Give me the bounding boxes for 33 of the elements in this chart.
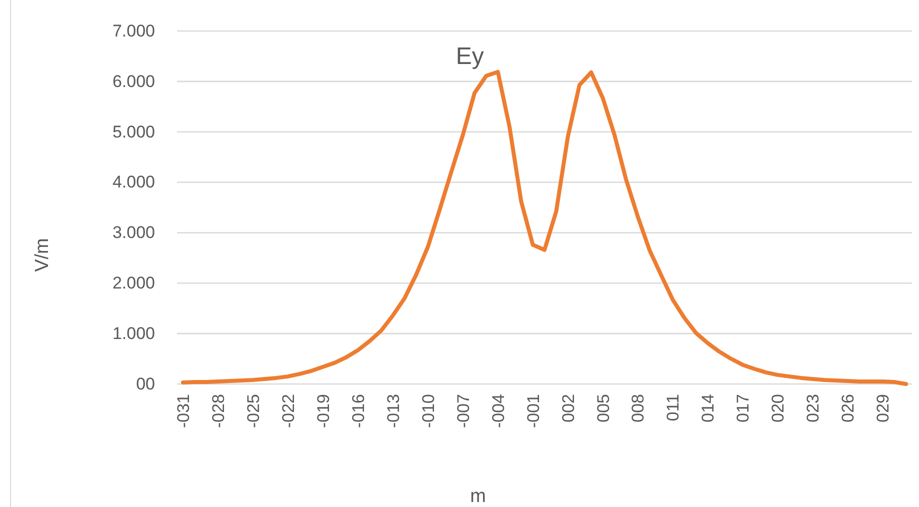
- x-tick-label: 005: [594, 394, 613, 422]
- x-tick-label: 029: [874, 394, 893, 422]
- x-tick-label: -010: [418, 394, 438, 428]
- y-tick-label: 00: [136, 374, 155, 394]
- x-tick-label: 020: [768, 394, 788, 422]
- y-tick-label: 3.000: [112, 223, 155, 242]
- x-tick-label: -016: [348, 394, 368, 428]
- x-tick-label: 008: [628, 394, 648, 422]
- x-axis-title: m: [470, 486, 486, 507]
- x-tick-label: 017: [734, 394, 753, 422]
- x-tick-label: -013: [384, 394, 403, 428]
- line-series: [181, 70, 908, 386]
- x-tick-label: -019: [314, 394, 333, 428]
- y-tick-label: 2.000: [112, 274, 155, 293]
- x-tick-label: -028: [208, 394, 228, 428]
- x-tick-label: -004: [488, 394, 508, 428]
- y-axis-title: V/m: [32, 238, 53, 272]
- x-tick-label: -001: [524, 394, 543, 428]
- x-tick-label: 026: [838, 394, 858, 422]
- y-tick-label: 1.000: [112, 324, 155, 344]
- y-tick-label: 6.000: [112, 72, 155, 91]
- x-tick-label: -022: [278, 394, 298, 428]
- y-tick-label: 7.000: [112, 21, 155, 40]
- x-tick-label: 023: [804, 394, 823, 422]
- y-tick-label: 5.000: [112, 122, 155, 142]
- x-tick-label: 002: [558, 394, 578, 422]
- x-tick-label: -031: [174, 394, 193, 428]
- y-tick-label: 4.000: [112, 172, 155, 192]
- x-tick-label: -025: [244, 394, 263, 428]
- series-label: Ey: [456, 42, 484, 70]
- x-tick-label: -007: [454, 394, 473, 428]
- x-tick-label: 011: [664, 394, 683, 422]
- x-tick-label: 014: [698, 394, 718, 422]
